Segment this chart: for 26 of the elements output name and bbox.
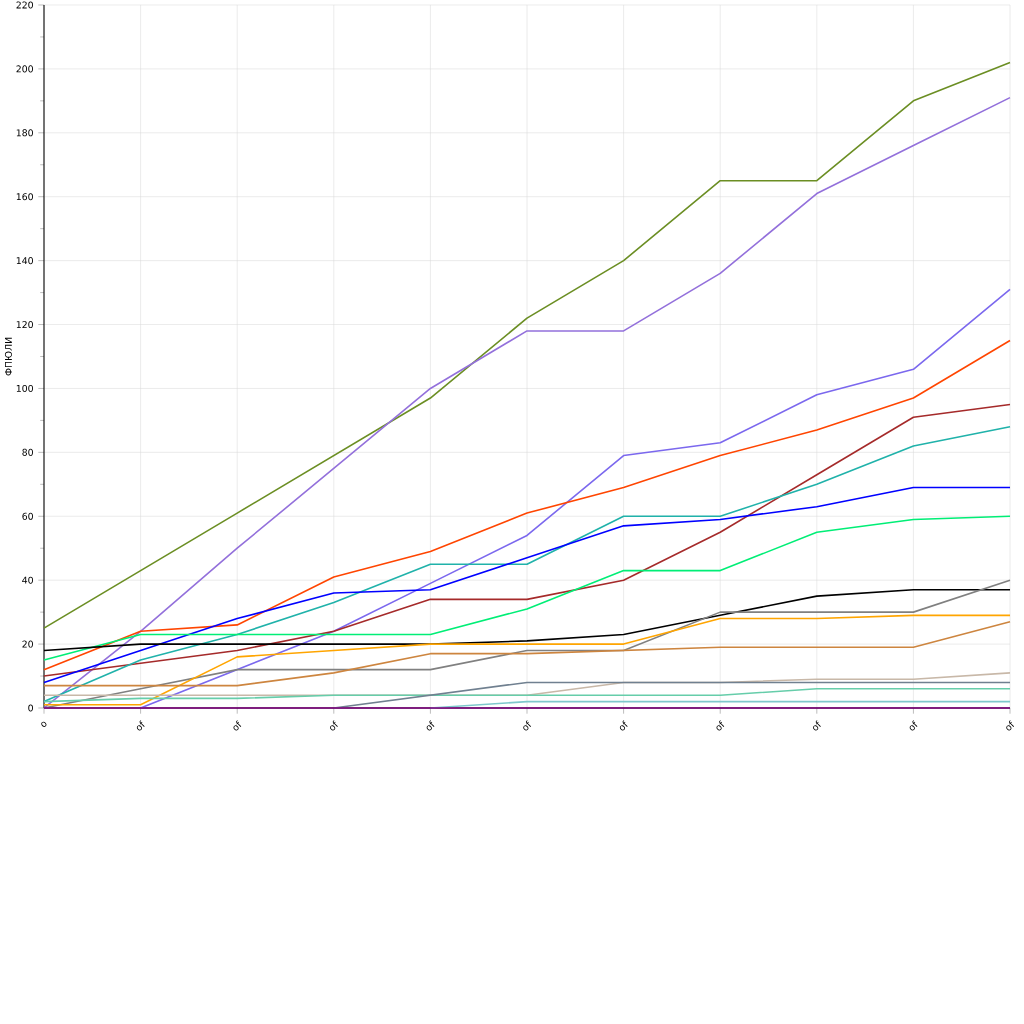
x-tick-label: of bbox=[813, 720, 821, 731]
y-tick-label: 120 bbox=[16, 321, 33, 329]
x-tick-label: of bbox=[716, 720, 725, 731]
y-tick-label: 200 bbox=[16, 65, 33, 73]
line-series bbox=[43, 425, 1011, 703]
y-tick-label: 140 bbox=[16, 257, 33, 265]
y-axis-title: ФПЮЛИ bbox=[4, 337, 12, 376]
x-tick-label: of bbox=[619, 720, 628, 731]
x-tick-label: of bbox=[136, 720, 145, 731]
y-tick-label: 0 bbox=[28, 704, 33, 712]
x-tick-label: of bbox=[523, 720, 532, 731]
y-tick-label: 20 bbox=[22, 640, 33, 648]
x-tick-label: o bbox=[41, 721, 47, 727]
y-tick-label: 80 bbox=[22, 448, 33, 456]
y-tick-label: 100 bbox=[16, 384, 33, 392]
x-tick-label: of bbox=[426, 720, 435, 731]
y-tick-label: 160 bbox=[16, 193, 33, 201]
line-series bbox=[43, 339, 1011, 671]
x-tick-label: of bbox=[909, 720, 918, 731]
x-tick-label: of bbox=[233, 720, 242, 731]
x-tick-label: of bbox=[1006, 720, 1015, 731]
x-tick-label: of bbox=[330, 720, 338, 731]
y-tick-label: 60 bbox=[22, 512, 33, 520]
y-tick-label: 220 bbox=[16, 1, 33, 9]
y-tick-label: 40 bbox=[22, 576, 33, 584]
y-tick-label: 180 bbox=[16, 129, 33, 137]
